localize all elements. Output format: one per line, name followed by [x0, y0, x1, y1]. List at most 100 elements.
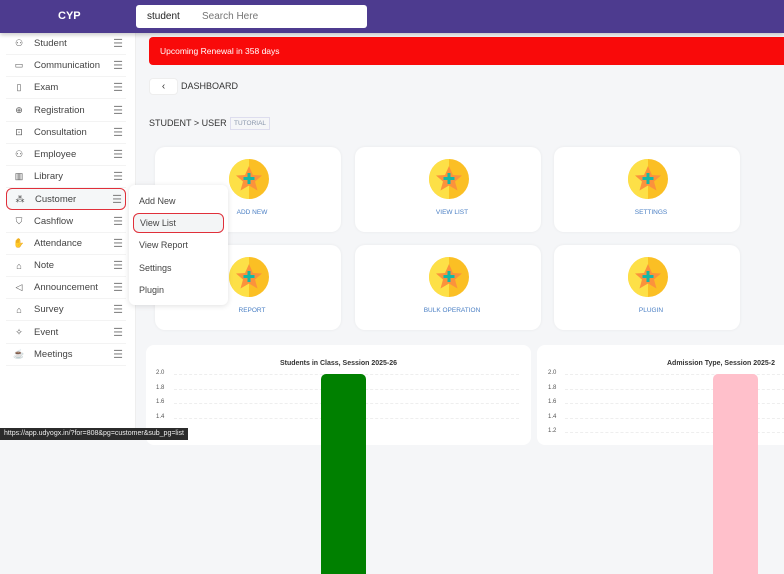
gridline: [565, 374, 784, 375]
sidebar-item-label: Cashflow: [34, 215, 74, 227]
coffee-icon: ☕: [13, 348, 25, 359]
sidebar-item-label: Meetings: [34, 348, 73, 360]
drag-handle-icon[interactable]: ☰: [113, 237, 123, 250]
sidebar-item-note[interactable]: ⌂ Note ☰: [6, 255, 126, 277]
network-icon: ⁂: [15, 193, 25, 204]
drag-handle-icon[interactable]: ☰: [113, 348, 123, 361]
drag-handle-icon[interactable]: ☰: [113, 60, 123, 73]
briefcase-icon: ⊡: [15, 126, 23, 137]
star-plus-icon: [628, 257, 668, 297]
y-tick: 1.4: [156, 413, 165, 420]
sidebar-item-label: Attendance: [34, 237, 83, 249]
sidebar-item-label: Student: [34, 38, 67, 49]
megaphone-icon: ◁: [15, 282, 23, 293]
chart-students-in-class: Students in Class, Session 2025-26 2.0 1.8…: [146, 345, 531, 574]
drag-handle-icon[interactable]: ☰: [113, 260, 123, 272]
y-tick: 1.6: [156, 399, 165, 405]
renewal-banner: Upcoming Renewal in 358 days: [149, 37, 784, 65]
sidebar-item-event[interactable]: ✧ Event ☰: [6, 322, 126, 344]
drag-handle-icon[interactable]: ☰: [112, 193, 122, 206]
drag-handle-icon[interactable]: ☰: [113, 171, 123, 184]
sidebar-item-meetings[interactable]: ☕ Meetings ☰: [6, 344, 126, 366]
star-plus-icon: [429, 159, 469, 199]
submenu-item-view-list[interactable]: View List: [133, 213, 224, 234]
message-icon: ▭: [14, 60, 24, 71]
sidebar-item-customer[interactable]: ⁂ Customer ☰: [6, 188, 126, 211]
sidebar-item-label: Employee: [34, 149, 77, 160]
card-plugin[interactable]: PLUGIN: [554, 245, 740, 330]
plus-circle-icon: ⊕: [15, 104, 23, 115]
drag-handle-icon[interactable]: ☰: [113, 82, 123, 95]
drag-handle-icon[interactable]: ☰: [113, 126, 123, 139]
top-header: CYP student: [0, 0, 784, 33]
star-plus-icon: [229, 159, 269, 199]
drag-handle-icon[interactable]: ☰: [113, 149, 123, 161]
sidebar-item-employee[interactable]: ⚇ Employee ☰: [6, 144, 126, 166]
y-tick: 1.4: [548, 413, 557, 420]
sidebar-item-consultation[interactable]: ⊡ Consultation ☰: [6, 122, 126, 144]
event-icon: ✧: [15, 326, 23, 337]
search-scope-select[interactable]: student: [147, 11, 180, 22]
sidebar-item-label: Event: [34, 326, 59, 338]
customer-submenu: Add New View List View Report Settings Plugi…: [129, 185, 228, 305]
drag-handle-icon[interactable]: ☰: [113, 104, 123, 117]
sidebar-item-announcement[interactable]: ◁ Announcement ☰: [6, 277, 126, 300]
gridline: [565, 403, 784, 404]
card-label: VIEW LIST: [435, 209, 469, 216]
card-settings[interactable]: SETTINGS: [554, 147, 740, 232]
star-plus-icon: [229, 257, 269, 297]
card-label: PLUGIN: [638, 307, 664, 314]
drag-handle-icon[interactable]: ☰: [113, 304, 123, 317]
logo[interactable]: CYP: [58, 10, 81, 22]
sidebar-item-label: Consultation: [34, 126, 87, 138]
drag-handle-icon[interactable]: ☰: [113, 282, 123, 295]
drag-handle-icon[interactable]: ☰: [113, 38, 123, 50]
sidebar-item-attendance[interactable]: ✋ Attendance ☰: [6, 233, 126, 255]
submenu-item-settings[interactable]: Settings: [139, 262, 172, 273]
gridline: [565, 388, 784, 390]
drag-handle-icon[interactable]: ☰: [113, 215, 123, 228]
submenu-item-view-report[interactable]: View Report: [139, 240, 188, 251]
gridline: [565, 432, 784, 433]
sidebar-item-student[interactable]: ⚇ Student ☰: [6, 33, 126, 55]
drag-handle-icon[interactable]: ☰: [113, 326, 123, 339]
sidebar-item-label: Communication: [34, 60, 100, 72]
sidebar-item-survey[interactable]: ⌂ Survey ☰: [6, 299, 126, 322]
status-url: https://app.udyogx.in/?for=808&pg=custom…: [0, 428, 188, 440]
books-icon: ▥: [14, 171, 24, 182]
search-input[interactable]: [202, 11, 352, 22]
survey-icon: ⌂: [16, 304, 22, 315]
y-tick: 1.8: [548, 384, 557, 391]
sidebar-item-label: Note: [34, 260, 55, 271]
sidebar-item-label: Customer: [35, 193, 77, 205]
bar[interactable]: [713, 374, 758, 574]
sidebar-item-label: Registration: [34, 104, 85, 116]
sidebar-item-exam[interactable]: ▯ Exam ☰: [6, 77, 126, 100]
card-label: SETTINGS: [634, 209, 668, 216]
search-bar: student: [136, 5, 367, 28]
card-label: BULK OPERATION: [423, 307, 481, 314]
sidebar-item-label: Survey: [34, 304, 64, 316]
y-tick: 1.8: [156, 384, 165, 391]
back-button[interactable]: ‹: [149, 78, 178, 95]
submenu-item-add-new[interactable]: Add New: [139, 196, 176, 206]
sidebar-item-cashflow[interactable]: ⛉ Cashflow ☰: [6, 211, 126, 233]
submenu-item-plugin[interactable]: Plugin: [139, 284, 165, 295]
sidebar-item-registration[interactable]: ⊕ Registration ☰: [6, 100, 126, 122]
gridline: [565, 417, 784, 419]
hand-icon: ✋: [13, 237, 25, 248]
card-label: ADD NEW: [236, 209, 268, 216]
card-view-list[interactable]: VIEW LIST: [355, 147, 541, 232]
card-bulk-operation[interactable]: BULK OPERATION: [355, 245, 541, 330]
y-tick: 2.0: [156, 370, 165, 376]
chart-title: Students in Class, Session 2025-26: [279, 360, 398, 367]
bar[interactable]: [321, 374, 366, 574]
page-title: DASHBOARD: [181, 81, 239, 91]
sidebar-item-library[interactable]: ▥ Library ☰: [6, 166, 126, 189]
sidebar-item-communication[interactable]: ▭ Communication ☰: [6, 55, 126, 78]
card-label: REPORT: [238, 307, 266, 314]
sidebar: ⚇ Student ☰ ▭ Communication ☰ ▯ Exam ☰ ⊕ Registrat…: [0, 33, 136, 440]
tutorial-button[interactable]: TUTORIAL: [230, 117, 271, 130]
sidebar-item-label: Announcement: [34, 282, 98, 294]
breadcrumb: STUDENT > USER: [149, 118, 227, 128]
